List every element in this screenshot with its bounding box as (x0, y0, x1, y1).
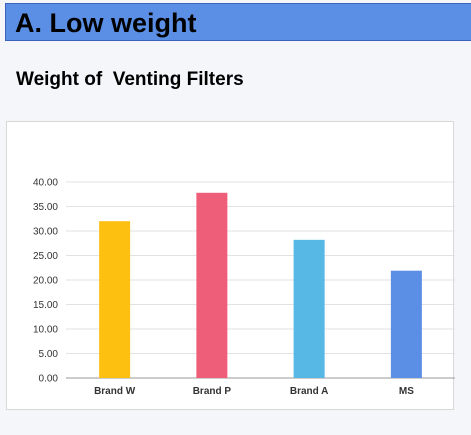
chart-panel (6, 121, 454, 410)
bar-brand-p (196, 192, 228, 378)
x-category-label: MS (399, 386, 414, 397)
y-tick-label: 0.00 (39, 374, 59, 385)
y-tick-label: 35.00 (33, 202, 58, 213)
x-category-label: Brand P (193, 386, 232, 397)
x-category-label: Brand A (290, 386, 329, 397)
y-tick-label: 20.00 (33, 276, 58, 287)
y-tick-label: 40.00 (33, 178, 58, 189)
bar-brand-a (293, 239, 325, 378)
y-tick-label: 15.00 (33, 300, 58, 311)
y-tick-label: 30.00 (33, 227, 58, 238)
title-banner: A. Low weight (5, 3, 471, 41)
x-category-label: Brand W (94, 386, 136, 397)
bar-brand-w (99, 221, 131, 378)
y-tick-label: 5.00 (39, 349, 59, 360)
bar-ms (390, 270, 422, 378)
y-tick-label: 25.00 (33, 251, 58, 262)
chart-title: Weight of Venting Filters (16, 69, 244, 90)
y-tick-label: 10.00 (33, 325, 58, 336)
banner-title: A. Low weight (15, 8, 197, 38)
